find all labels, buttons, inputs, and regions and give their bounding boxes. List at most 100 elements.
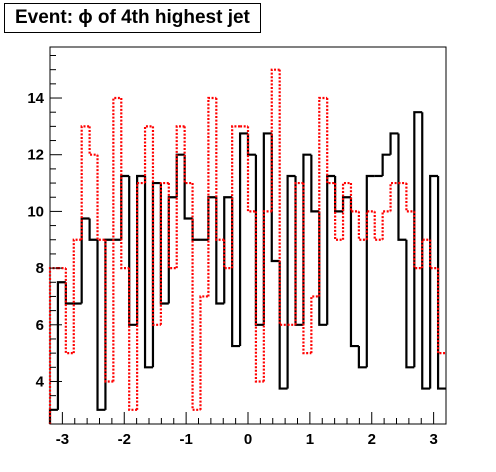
histogram-bin bbox=[64, 282, 74, 305]
histogram-bin bbox=[421, 238, 431, 269]
histogram-bin bbox=[64, 268, 74, 355]
histogram-bin bbox=[405, 239, 415, 369]
histogram-bin bbox=[56, 281, 66, 410]
histogram-bin bbox=[326, 98, 336, 185]
histogram-bin bbox=[80, 125, 90, 240]
chart-title: Event: ϕ of 4th highest jet bbox=[4, 3, 261, 33]
histogram-bin bbox=[373, 211, 383, 241]
histogram-bin bbox=[151, 126, 161, 326]
histogram-bin bbox=[112, 96, 122, 382]
histogram-bin bbox=[310, 154, 320, 213]
x-tick-label: -3 bbox=[56, 431, 69, 448]
histogram-bin bbox=[159, 183, 169, 305]
histogram-bin bbox=[88, 218, 98, 241]
histogram-bin bbox=[381, 153, 391, 176]
histogram-bin bbox=[72, 238, 82, 354]
histogram-bin bbox=[128, 268, 138, 411]
histogram-bin bbox=[136, 181, 146, 410]
histogram-bin bbox=[215, 197, 225, 305]
histogram-bin bbox=[413, 111, 423, 368]
histogram-bin bbox=[104, 238, 114, 410]
histogram-bin bbox=[421, 112, 431, 390]
y-tick-label: 8 bbox=[36, 260, 44, 277]
plot-frame bbox=[49, 46, 447, 425]
histogram-bin bbox=[191, 183, 201, 411]
histogram-bin bbox=[349, 183, 359, 213]
histogram-bin bbox=[151, 181, 161, 368]
histogram-bin bbox=[246, 133, 256, 156]
histogram-bin bbox=[231, 197, 241, 348]
histogram-bin bbox=[191, 218, 201, 241]
histogram-bin bbox=[436, 175, 446, 390]
histogram-bin bbox=[365, 174, 375, 368]
histogram-bin bbox=[397, 133, 407, 241]
histogram-bin bbox=[238, 132, 248, 347]
histogram-bin bbox=[326, 174, 336, 325]
histogram-bin bbox=[270, 68, 280, 212]
histogram-bin bbox=[120, 98, 130, 270]
histogram-bin bbox=[381, 210, 391, 240]
y-tick-label: 6 bbox=[36, 317, 44, 334]
histogram-bin bbox=[389, 181, 399, 212]
histogram-bin bbox=[207, 196, 217, 240]
histogram-bin bbox=[357, 346, 367, 369]
histogram-bin bbox=[254, 211, 264, 383]
histogram-bin bbox=[413, 211, 423, 270]
histogram-bin bbox=[199, 295, 209, 410]
histogram-bin bbox=[175, 153, 185, 198]
histogram-bin bbox=[48, 267, 58, 424]
histogram-bin bbox=[80, 217, 90, 304]
histogram-bin bbox=[310, 295, 320, 354]
histogram-bin bbox=[143, 125, 153, 184]
histogram-bin bbox=[357, 211, 367, 241]
histogram-bin bbox=[223, 239, 233, 270]
histogram-bin bbox=[302, 183, 312, 355]
histogram-bin bbox=[223, 196, 233, 304]
histogram-bin bbox=[246, 126, 256, 213]
histogram-bin bbox=[96, 239, 106, 411]
histogram-bin bbox=[286, 174, 296, 389]
histogram-bin bbox=[120, 174, 130, 240]
histogram-bin bbox=[341, 181, 351, 240]
x-tick-label: 0 bbox=[244, 431, 252, 448]
histogram-bin bbox=[159, 181, 169, 325]
y-tick-label: 12 bbox=[27, 147, 44, 164]
histogram-bin bbox=[167, 183, 177, 270]
x-tick-label: 3 bbox=[429, 431, 437, 448]
histogram-bin bbox=[294, 181, 304, 325]
series-layer bbox=[48, 68, 446, 424]
histogram-bin bbox=[231, 125, 241, 269]
histogram-bin bbox=[88, 126, 98, 156]
histogram-bin bbox=[429, 239, 439, 270]
histogram-bin bbox=[318, 96, 328, 297]
histogram-bin bbox=[262, 132, 272, 325]
x-tick-label: -2 bbox=[118, 431, 131, 448]
histogram-bin bbox=[389, 132, 399, 155]
y-tick-label: 4 bbox=[36, 373, 45, 390]
histogram-bin bbox=[278, 261, 288, 390]
y-tick-label: 14 bbox=[27, 90, 44, 107]
histogram-bin bbox=[262, 210, 272, 382]
histogram-bin bbox=[254, 154, 264, 326]
histogram-bin bbox=[302, 153, 312, 325]
x-tick-label: 2 bbox=[368, 431, 376, 448]
histogram-bin bbox=[349, 197, 359, 348]
histogram-bin bbox=[96, 154, 106, 241]
histogram-bin bbox=[278, 69, 288, 326]
histogram-bin bbox=[207, 96, 217, 297]
histogram-bin bbox=[405, 183, 415, 213]
histogram-bin bbox=[270, 133, 280, 263]
histogram-bin bbox=[365, 210, 375, 240]
histogram-bin bbox=[341, 196, 351, 212]
y-tick-label: 10 bbox=[27, 203, 44, 220]
x-tick-label: 1 bbox=[306, 431, 314, 448]
histogram-series-2 bbox=[48, 68, 446, 424]
histogram-bin bbox=[104, 239, 114, 383]
histogram-bin bbox=[183, 126, 193, 185]
histogram-bin bbox=[143, 175, 153, 369]
x-tick-label: -1 bbox=[179, 431, 192, 448]
histogram-bin bbox=[429, 174, 439, 389]
histogram-bin bbox=[334, 175, 344, 213]
